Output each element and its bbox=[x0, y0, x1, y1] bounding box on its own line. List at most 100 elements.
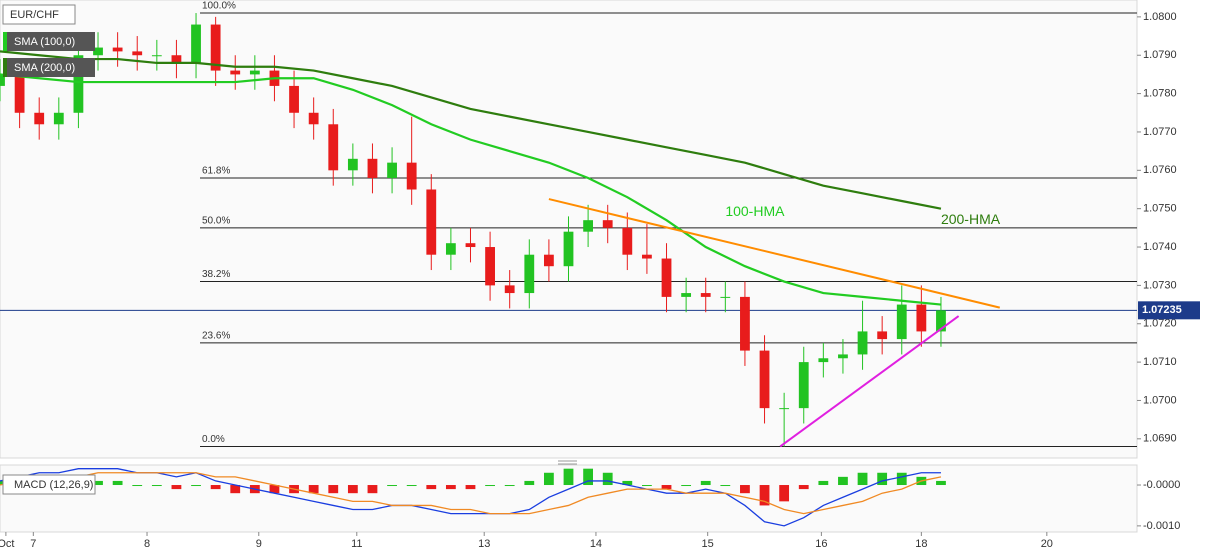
x-tick-label: 20 bbox=[1041, 538, 1053, 550]
trendline bbox=[779, 315, 960, 448]
line-label: 100-HMA bbox=[725, 203, 785, 219]
macd-histogram bbox=[308, 485, 319, 494]
candle-body bbox=[14, 74, 25, 113]
macd-histogram bbox=[563, 468, 574, 486]
candle-body bbox=[151, 55, 162, 57]
fib-label: 50.0% bbox=[202, 215, 230, 226]
macd-histogram bbox=[857, 472, 868, 486]
legend-box bbox=[2, 474, 96, 495]
trendline bbox=[548, 198, 1001, 309]
macd-histogram bbox=[661, 485, 672, 490]
y-tick-label: 1.0740 bbox=[1143, 241, 1177, 253]
macd-histogram bbox=[387, 485, 397, 487]
macd-histogram bbox=[622, 480, 633, 486]
macd-histogram bbox=[269, 485, 280, 494]
macd-histogram bbox=[465, 485, 476, 490]
legend: EUR/CHF SMA (100,0) SMA (200,0) MACD (12… bbox=[2, 4, 96, 495]
candle-body bbox=[387, 162, 397, 178]
macd-histogram bbox=[877, 472, 888, 486]
candle-body bbox=[347, 158, 358, 171]
macd-histogram bbox=[759, 485, 770, 506]
hma-line bbox=[0, 73, 942, 306]
x-tick-label: 8 bbox=[144, 538, 150, 550]
candle-body bbox=[328, 124, 339, 171]
fib-label: 0.0% bbox=[202, 434, 225, 445]
macd-histogram bbox=[700, 480, 711, 486]
candle-body bbox=[465, 243, 476, 248]
symbol: EUR/CHF bbox=[10, 9, 59, 21]
candle-body bbox=[53, 112, 64, 125]
candle-body bbox=[543, 254, 554, 267]
candle-body bbox=[0, 74, 5, 86]
macd-histogram bbox=[328, 485, 339, 494]
legend-swatch bbox=[3, 58, 7, 77]
candle-body bbox=[681, 293, 692, 297]
macd-histogram bbox=[445, 485, 456, 490]
price-tag-label: 1.07235 bbox=[1142, 304, 1182, 316]
candle-body bbox=[563, 231, 574, 267]
x-tick-label: Oct bbox=[0, 538, 14, 550]
y-tick-label: 1.0790 bbox=[1143, 49, 1177, 61]
y-tick-label: 1.0780 bbox=[1143, 88, 1177, 100]
macd-histogram bbox=[779, 485, 790, 502]
macd-histogram bbox=[112, 480, 123, 486]
macd-histogram bbox=[524, 480, 535, 486]
x-tick-label: 9 bbox=[256, 538, 262, 550]
x-tick-label: 16 bbox=[815, 538, 827, 550]
candle-body bbox=[642, 254, 652, 259]
y-tick-label: 1.0800 bbox=[1143, 11, 1177, 23]
fib-label: 23.6% bbox=[202, 331, 230, 342]
macd-histogram bbox=[171, 485, 182, 490]
candle-body bbox=[524, 254, 535, 294]
candle-body bbox=[720, 296, 731, 298]
macd-histogram bbox=[642, 485, 652, 487]
candle-body bbox=[798, 362, 809, 409]
x-tick-label: 18 bbox=[915, 538, 927, 550]
macd-histogram bbox=[151, 485, 162, 487]
candle-body bbox=[602, 220, 613, 228]
candle-body bbox=[445, 243, 456, 255]
candle-body bbox=[936, 310, 946, 332]
macd-histogram bbox=[93, 480, 103, 486]
candle-body bbox=[485, 247, 495, 286]
candle-body bbox=[877, 331, 888, 340]
candle-body bbox=[93, 47, 103, 56]
candle-body bbox=[622, 227, 633, 255]
candle-body bbox=[230, 70, 241, 75]
candle-body bbox=[661, 258, 672, 297]
x-tick-label: 7 bbox=[30, 538, 36, 550]
macd-histogram bbox=[896, 472, 907, 486]
legend-entry: SMA (200,0) bbox=[14, 62, 75, 74]
macd-histogram bbox=[583, 468, 594, 486]
candle-body bbox=[896, 304, 907, 340]
macd-histogram bbox=[0, 480, 5, 486]
macd-histogram bbox=[485, 485, 495, 487]
x-tick-label: 14 bbox=[590, 538, 602, 550]
macd-histogram bbox=[818, 480, 829, 486]
macd-histogram bbox=[504, 485, 515, 487]
y-tick-label: 1.0690 bbox=[1143, 433, 1177, 445]
macd-histogram bbox=[681, 485, 692, 487]
candle-body bbox=[916, 304, 927, 332]
y-tick-label: 1.0730 bbox=[1143, 279, 1177, 291]
y-tick-label: -0.0000 bbox=[1143, 479, 1180, 491]
candle-body bbox=[171, 55, 182, 63]
candle-body bbox=[210, 24, 221, 71]
candle-body bbox=[308, 112, 319, 125]
macd-histogram bbox=[798, 485, 809, 490]
macd-histogram bbox=[406, 485, 417, 487]
candle-body bbox=[504, 285, 515, 294]
macd-histogram bbox=[936, 480, 946, 486]
candle-body bbox=[779, 408, 790, 410]
candle-body bbox=[132, 51, 143, 56]
legend-box bbox=[3, 58, 95, 77]
panel-divider bbox=[558, 460, 577, 465]
candle-body bbox=[583, 220, 594, 232]
legend-box bbox=[2, 4, 76, 25]
x-tick-label: 15 bbox=[702, 538, 714, 550]
candle-body bbox=[73, 55, 84, 113]
legend-box bbox=[3, 32, 95, 51]
candle-body bbox=[367, 158, 378, 178]
x-tick-label: 13 bbox=[478, 538, 490, 550]
